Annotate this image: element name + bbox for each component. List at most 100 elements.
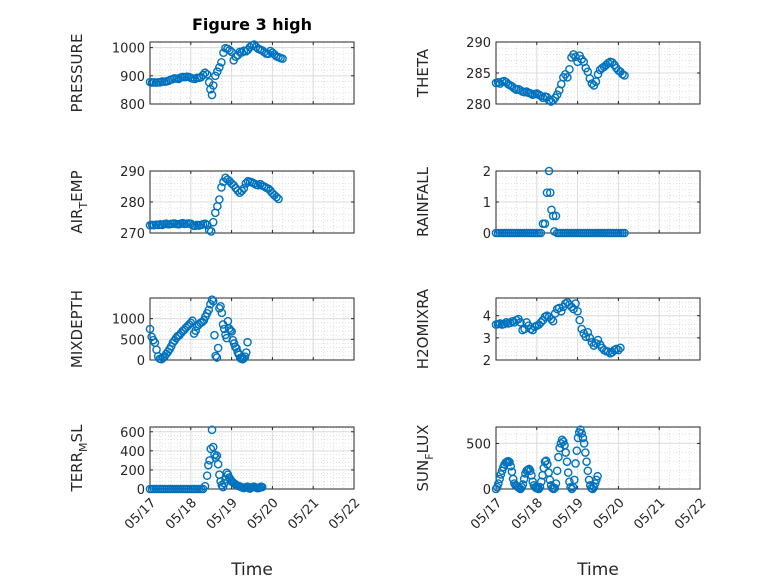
data-point (573, 306, 582, 316)
data-point (559, 437, 568, 446)
data-point (563, 73, 572, 82)
data-point (582, 457, 591, 466)
data-point (561, 448, 571, 457)
data-point (217, 308, 227, 318)
data-point (616, 343, 625, 353)
data-point (272, 192, 281, 202)
data-point (593, 471, 602, 481)
data-point (548, 211, 558, 221)
data-point (534, 484, 544, 494)
data-point (569, 304, 578, 314)
data-point (607, 58, 617, 67)
x-axis-label: Time (576, 560, 619, 580)
data-point (219, 177, 228, 187)
data-point (499, 319, 509, 329)
y-tick-label: 280 (120, 196, 145, 211)
subplot-rainfall: 0 1 2 RAINFALL (414, 165, 701, 242)
data-point (585, 333, 595, 343)
data-point (225, 45, 234, 55)
y-axis-label: PRESSURE (68, 34, 86, 113)
data-point (492, 482, 502, 492)
data-point (589, 341, 599, 350)
data-point (240, 352, 250, 361)
data-point (145, 324, 155, 334)
x-axis-label: Time (230, 560, 273, 580)
data-point (211, 351, 220, 361)
data-point (569, 50, 578, 59)
data-point (226, 325, 235, 335)
data-point (202, 70, 212, 79)
data-point (204, 305, 214, 315)
y-axis-label: RAINFALL (414, 166, 432, 237)
data-point (540, 457, 550, 466)
y-tick-label: 900 (120, 70, 145, 85)
y-tick-label: 1000 (112, 42, 145, 57)
data-point (556, 306, 566, 316)
data-point (571, 299, 580, 308)
axes-box (495, 297, 701, 361)
data-point (589, 482, 599, 492)
y-tick-label: 1000 (112, 313, 145, 328)
y-tick-label: 285 (466, 67, 491, 82)
y-axis-label: SUNFLUX (414, 425, 436, 492)
data-point (590, 479, 600, 488)
data-point (227, 327, 236, 336)
data-point (207, 90, 217, 100)
data-point (219, 324, 229, 334)
data-point (207, 295, 217, 304)
data-point (550, 483, 560, 493)
y-tick-label: 600 (120, 426, 145, 441)
data-point (545, 188, 555, 197)
data-point (535, 482, 545, 492)
data-point (278, 54, 287, 63)
y-tick-label: 290 (120, 165, 145, 180)
y-tick-label: 1 (483, 196, 491, 211)
data-point (259, 47, 269, 57)
data-point (567, 484, 577, 494)
data-point (593, 335, 603, 345)
data-point (213, 343, 223, 353)
data-point (543, 460, 552, 469)
data-point (212, 353, 222, 362)
data-point (210, 330, 219, 340)
data-point (496, 470, 506, 479)
data-point (200, 481, 210, 491)
y-tick-label: 280 (466, 98, 491, 113)
data-point (217, 57, 226, 67)
data-point (576, 425, 585, 435)
data-point (206, 227, 216, 236)
data-point (551, 211, 561, 221)
y-tick-label: 2 (483, 165, 491, 180)
y-tick-label: 400 (120, 445, 145, 460)
y-tick-label: 200 (120, 464, 145, 479)
data-point (186, 219, 196, 228)
data-point (200, 68, 210, 78)
data-point (215, 63, 224, 72)
data-point (198, 70, 208, 80)
data-point (204, 460, 213, 470)
y-tick-label: 0 (483, 483, 491, 498)
data-point (593, 69, 603, 79)
data-point (548, 316, 558, 326)
data-point (505, 457, 514, 467)
data-point (578, 433, 588, 443)
data-point (575, 315, 584, 325)
data-point (572, 446, 582, 456)
data-point (213, 67, 222, 76)
data-point (218, 482, 228, 492)
data-point (230, 342, 240, 352)
data-point (202, 471, 212, 480)
data-point (542, 188, 552, 197)
data-point (554, 452, 563, 462)
data-point (516, 484, 525, 494)
y-axis-label: AIRTEMP (68, 170, 90, 233)
data-point (565, 64, 574, 74)
subplot-theta: 280 285 290 THETA (414, 36, 701, 113)
data-point (620, 228, 629, 238)
data-point (213, 459, 223, 469)
y-tick-label: 0 (137, 483, 145, 498)
data-point (494, 479, 503, 488)
data-point (243, 337, 252, 347)
data-point (581, 332, 591, 342)
data-point (581, 448, 590, 457)
